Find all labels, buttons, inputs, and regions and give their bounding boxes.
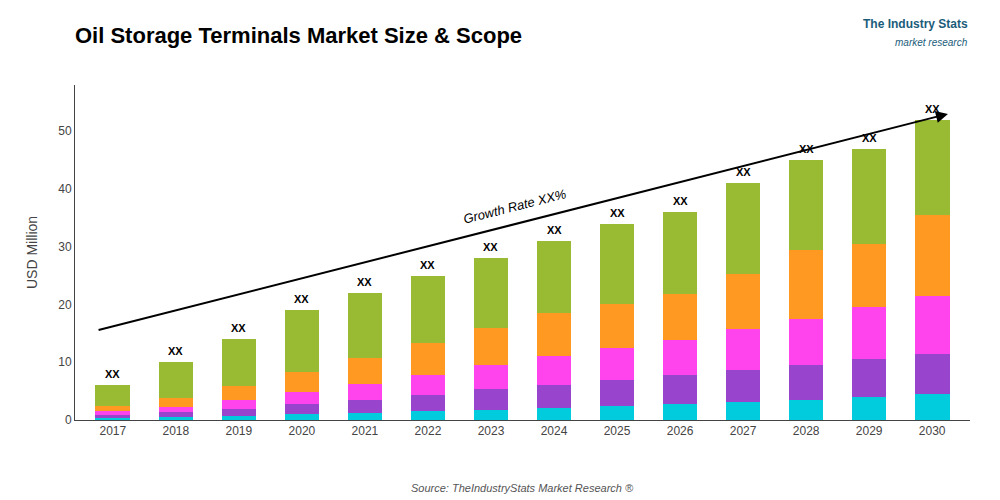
svg-text:2025: 2025 [604, 424, 631, 438]
svg-text:2027: 2027 [730, 424, 757, 438]
svg-text:20: 20 [58, 298, 72, 312]
svg-text:0: 0 [65, 413, 72, 427]
svg-text:2030: 2030 [919, 424, 946, 438]
svg-text:2028: 2028 [793, 424, 820, 438]
svg-text:50: 50 [58, 124, 72, 138]
svg-text:XX: XX [547, 224, 562, 236]
svg-text:2026: 2026 [667, 424, 694, 438]
svg-text:USD Million: USD Million [24, 216, 40, 289]
svg-text:market research: market research [895, 37, 968, 48]
svg-text:XX: XX [610, 207, 625, 219]
svg-text:2019: 2019 [226, 424, 253, 438]
svg-text:10: 10 [58, 355, 72, 369]
svg-text:2022: 2022 [415, 424, 442, 438]
svg-text:Oil Storage Terminals Market S: Oil Storage Terminals Market Size & Scop… [75, 23, 522, 48]
svg-text:30: 30 [58, 240, 72, 254]
svg-text:2020: 2020 [289, 424, 316, 438]
svg-text:XX: XX [357, 276, 372, 288]
svg-text:2029: 2029 [856, 424, 883, 438]
svg-text:2017: 2017 [99, 424, 126, 438]
svg-text:XX: XX [799, 143, 814, 155]
svg-text:2023: 2023 [478, 424, 505, 438]
svg-text:XX: XX [483, 241, 498, 253]
svg-text:2024: 2024 [541, 424, 568, 438]
svg-text:XX: XX [168, 345, 183, 357]
svg-text:XX: XX [420, 259, 435, 271]
svg-text:40: 40 [58, 182, 72, 196]
svg-text:XX: XX [105, 368, 120, 380]
svg-text:XX: XX [736, 166, 751, 178]
svg-text:XX: XX [231, 322, 246, 334]
svg-text:2021: 2021 [352, 424, 379, 438]
svg-text:2018: 2018 [162, 424, 189, 438]
svg-text:Growth Rate XX%: Growth Rate XX% [462, 186, 568, 227]
svg-text:Source: TheIndustryStats Marke: Source: TheIndustryStats Market Research… [411, 482, 634, 494]
svg-text:XX: XX [673, 195, 688, 207]
svg-text:XX: XX [925, 103, 940, 115]
svg-text:The Industry Stats: The Industry Stats [863, 17, 968, 31]
svg-text:XX: XX [862, 132, 877, 144]
svg-text:XX: XX [294, 293, 309, 305]
